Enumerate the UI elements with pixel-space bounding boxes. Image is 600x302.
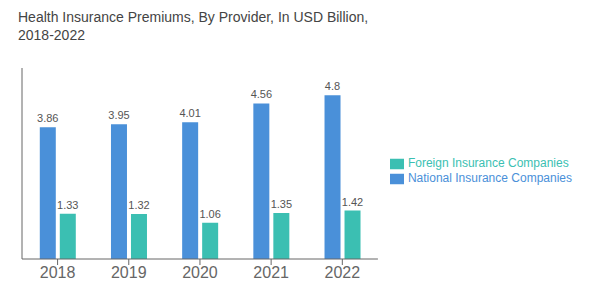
- svg-text:2022: 2022: [325, 264, 361, 281]
- svg-text:4.56: 4.56: [251, 88, 272, 100]
- svg-text:2020: 2020: [182, 264, 218, 281]
- svg-text:4.01: 4.01: [179, 107, 200, 119]
- html-text:2018-2022: 2018-2022: [18, 27, 85, 43]
- svg-text:1.33: 1.33: [57, 199, 78, 211]
- svg-text:4.8: 4.8: [325, 80, 340, 92]
- html-text:Foreign Insurance Companies: Foreign Insurance Companies: [407, 156, 569, 171]
- svg-text:1.35: 1.35: [271, 198, 292, 210]
- svg-text:3.95: 3.95: [108, 109, 129, 121]
- svg-text:2019: 2019: [111, 264, 147, 281]
- svg-text:1.06: 1.06: [199, 208, 220, 220]
- html-text:National Insurance Companies: National Insurance Companies: [407, 171, 572, 185]
- svg-text:2021: 2021: [253, 264, 289, 281]
- svg-text:2018: 2018: [40, 264, 76, 281]
- svg-text:3.86: 3.86: [37, 112, 58, 124]
- html-text:Health Insurance Premiums, By: Health Insurance Premiums, By Provider, …: [18, 9, 369, 25]
- svg-text:1.32: 1.32: [128, 199, 149, 211]
- svg-text:1.42: 1.42: [342, 196, 363, 208]
